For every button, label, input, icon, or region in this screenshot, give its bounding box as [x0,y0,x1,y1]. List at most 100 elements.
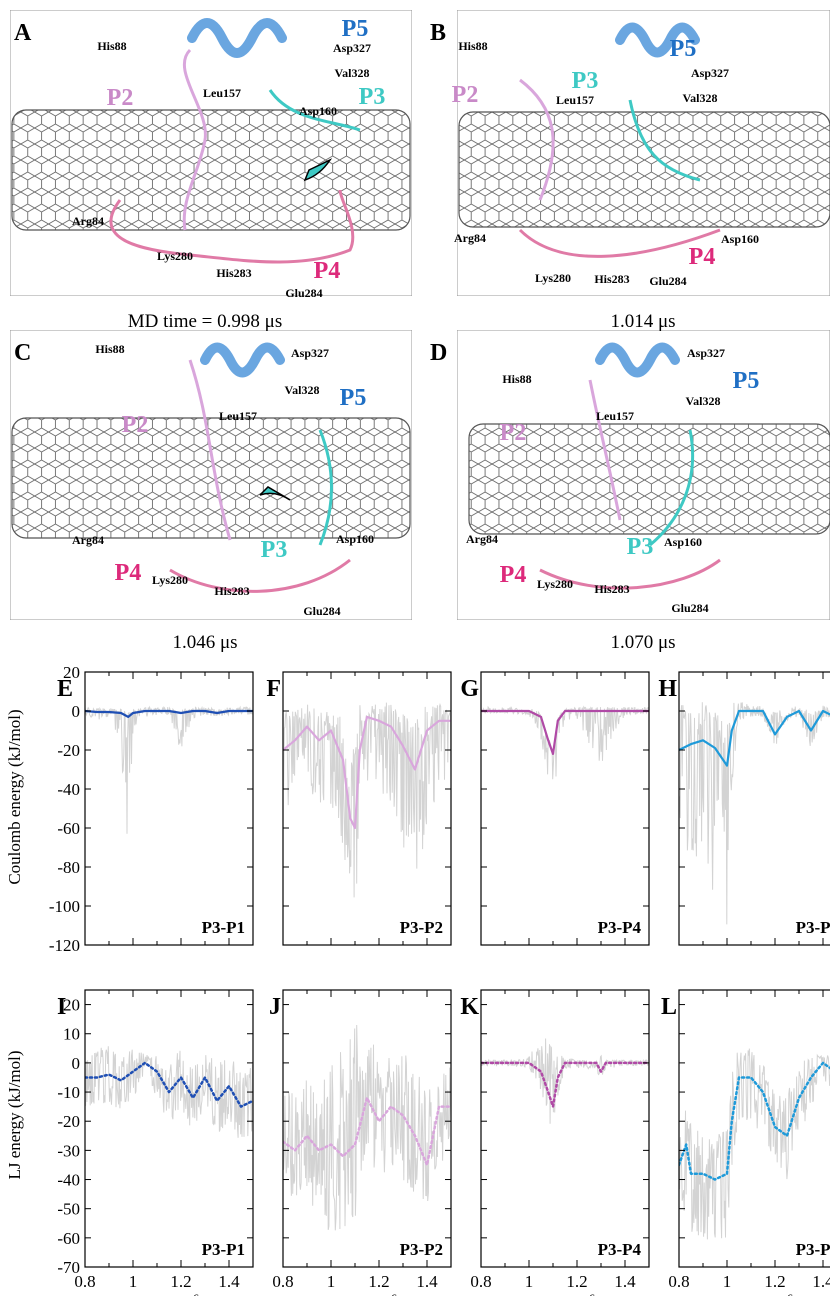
plot-K: 0.8 1 1.2 1.4 K P3-P4 Time (10-6s) [460,989,650,1296]
y-tick-label: -20 [57,741,80,760]
panel-letter-I: I [57,994,66,1020]
raw-trace [679,1048,830,1240]
y-tick-label: -50 [57,1200,80,1219]
y-tick-label: -10 [57,1083,80,1102]
panel-letter-F: F [266,676,281,702]
plot-frame [84,671,254,946]
coulomb-ylabel: Coulomb energy (kJ/mol) [5,709,24,884]
peptide-label: P5 [670,36,697,62]
plot-frame [84,989,254,1268]
x-tick-label: 1.2 [170,1272,191,1291]
plot-E: 20 0 -20 -40 -60 -80 -100 -120 E P3-P1 [49,663,254,955]
p4-chain-A [109,189,355,264]
residue-label: Asp327 [691,66,729,80]
panel-letter-J: J [269,994,281,1020]
panel-caption-D: 1.070 μs [610,632,675,653]
y-tick-label: -60 [57,819,80,838]
peptide-label: P3 [261,537,288,563]
series-line [85,1061,253,1108]
p5-helix-D [595,342,680,378]
residue-label: Leu157 [219,409,257,423]
plot-L: 0.8 1 1.2 1.4 L P3-P5 Time (10-6s) [661,989,830,1296]
peptide-label: P3 [359,84,386,110]
x-axis-label: Time (10-6s) [523,1291,607,1296]
series-line [679,709,830,767]
peptide-label: P2 [500,420,527,446]
pair-label: P3-P1 [202,918,245,937]
lj-ylabel: LJ energy (kJ/mol) [5,1050,24,1179]
panel-letter-H: H [658,676,677,702]
residue-label: Val328 [335,66,370,80]
y-tick-label: 20 [63,996,80,1015]
y-tick-label: -30 [57,1141,80,1160]
x-axis-label: Time (10-6s) [325,1291,409,1296]
residue-label: Asp160 [299,104,337,118]
plot-frame [480,989,650,1268]
panel-letter-L: L [661,994,677,1020]
y-tick-label: -80 [57,858,80,877]
series-line [283,1096,451,1167]
y-tick-label: 0 [72,1054,81,1073]
plot-F: F P3-P2 [266,671,452,946]
nanotube-A [11,109,411,231]
plot-frame [480,671,650,946]
arrow-C [259,486,291,501]
residue-label: Asp160 [336,532,374,546]
plot-area [283,702,451,898]
raw-trace [481,1038,649,1124]
p3-chain-B [628,99,701,182]
residue-label: His283 [216,266,251,280]
residue-label: Glu284 [671,601,708,615]
y-tick-label: -20 [57,1112,80,1131]
panel-D [457,330,830,620]
panel-letter-K: K [460,994,479,1020]
plot-frame [282,671,452,946]
residue-label: Arg84 [454,231,486,245]
y-tick-label: -40 [57,780,80,799]
plot-area [283,1024,451,1231]
raw-trace [85,705,253,834]
residue-label: Asp327 [333,41,371,55]
series-line [679,1061,830,1181]
residue-label: Glu284 [303,604,340,618]
p2-chain-B [519,78,555,201]
x-tick-label: 1.2 [368,1272,389,1291]
plot-J: 0.8 1 1.2 1.4 J P3-P2 Time (10-6s) [269,989,452,1296]
x-tick-label: 1 [129,1272,138,1291]
p2-chain-A [182,48,207,231]
x-tick-label: 0.8 [470,1272,491,1291]
residue-label: Lys280 [537,577,573,591]
peptide-label: P4 [115,560,142,586]
residue-label: His88 [95,342,124,356]
x-axis-label: Time (10-6s) [127,1291,211,1296]
residue-label: His283 [594,272,629,286]
panel-letter-D: D [430,340,447,366]
p4-chain-B [518,228,721,258]
panel-letter-A: A [14,20,32,46]
residue-label: Leu157 [556,93,594,107]
panel-letter-C: C [14,340,31,366]
residue-label: Glu284 [285,286,322,300]
nanotube-B [458,111,830,228]
residue-label: Leu157 [203,86,241,100]
residue-label: Asp327 [291,346,329,360]
residue-label: Lys280 [535,271,571,285]
residue-label: Lys280 [152,573,188,587]
energy-plots: 200-20-40-60-80-100-120EP3-P1FP3-P2GP3-P… [49,663,830,1296]
x-tick-label: 0.8 [272,1272,293,1291]
y-tick-label: 20 [63,663,80,682]
plot-frame [282,989,452,1268]
plot-area [481,705,649,780]
plot-area [679,702,830,925]
peptide-label: P2 [452,82,479,108]
peptide-label: P5 [733,368,760,394]
x-axis-label: Time (10-6s) [721,1291,805,1296]
peptide-label: P3 [627,534,654,560]
raw-trace [283,1024,451,1231]
p5-helix-A [187,18,287,58]
pair-label: P3-P2 [400,918,443,937]
pair-label: P3-P1 [202,1240,245,1259]
plot-frame [678,989,830,1268]
panel-C [10,330,412,620]
